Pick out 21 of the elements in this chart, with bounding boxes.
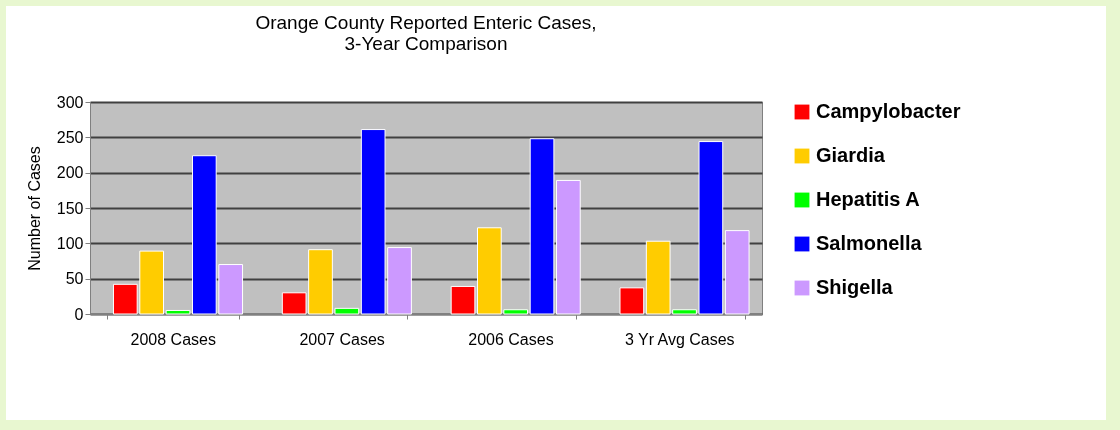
legend-label: Salmonella — [816, 232, 923, 254]
y-tick-label: 250 — [56, 128, 84, 146]
x-tick-label: 2008 Cases — [130, 330, 216, 348]
legend-label: Hepatitis A — [816, 188, 920, 210]
bar — [619, 287, 645, 315]
legend-label: Campylobacter — [816, 100, 961, 122]
y-axis-title: Number of Cases — [25, 146, 43, 271]
y-tick-label: 0 — [74, 305, 84, 323]
y-tick-label: 300 — [56, 93, 84, 111]
y-tick-label: 100 — [56, 234, 84, 252]
bar — [724, 230, 750, 315]
x-tick-label: 3 Yr Avg Cases — [624, 330, 735, 348]
legend-label: Giardia — [816, 144, 886, 166]
text: Orange County Reported Enteric Cases, — [255, 12, 597, 33]
y-tick-label: 50 — [65, 270, 84, 288]
x-tick-label: 2007 Cases — [299, 330, 385, 348]
y-tick-label: 150 — [56, 199, 84, 217]
text: 3-Year Comparison — [344, 33, 508, 54]
y-tick-label: 200 — [56, 164, 84, 182]
x-tick-label: 2006 Cases — [468, 330, 554, 348]
legend-label: Shigella — [816, 276, 894, 298]
